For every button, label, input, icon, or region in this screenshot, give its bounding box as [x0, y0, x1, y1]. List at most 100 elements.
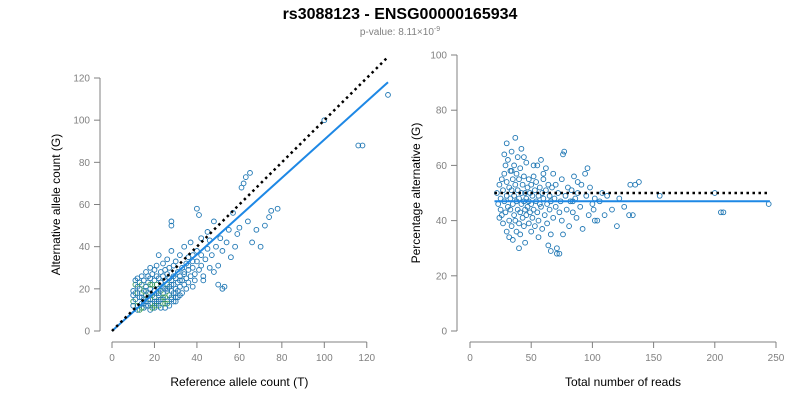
left-data-point — [153, 300, 160, 307]
left-data-point — [168, 218, 175, 225]
right-data-point — [571, 173, 577, 180]
left-data-point — [183, 285, 190, 292]
right-x-axis-label: Total number of reads — [565, 375, 681, 389]
left-data-point — [143, 288, 149, 294]
left-data-point — [274, 205, 281, 212]
left-data-point — [160, 294, 166, 301]
right-data-point — [594, 217, 601, 224]
left-data-point — [204, 245, 211, 252]
right-data-point — [513, 228, 520, 235]
right-y-tick-label: 40 — [436, 216, 448, 227]
chart-subtitle: p-value: 8.11×10-9 — [360, 26, 440, 38]
right-data-point — [502, 209, 509, 216]
right-data-point — [516, 220, 522, 227]
right-data-point — [502, 162, 509, 169]
right-data-point — [509, 176, 516, 183]
right-data-point — [582, 170, 588, 177]
left-data-point — [168, 281, 175, 288]
right-y-tick-label: 100 — [430, 51, 447, 62]
right-x-tick-label: 0 — [467, 353, 473, 364]
left-data-point — [153, 262, 160, 269]
right-data-point — [532, 187, 538, 194]
left-y-tick-label: 40 — [79, 242, 91, 253]
right-data-point — [509, 237, 516, 243]
right-data-point — [560, 231, 566, 238]
left-x-axis-label: Reference allele count (T) — [170, 375, 308, 389]
right-data-point — [614, 223, 620, 229]
right-data-point — [497, 206, 504, 213]
left-data-point — [249, 239, 255, 246]
left-x-tick-label: 20 — [149, 353, 161, 364]
right-data-point — [533, 179, 539, 185]
right-y-axis-label: Percentage alternative (G) — [409, 123, 423, 264]
right-data-point — [501, 170, 508, 177]
right-data-point — [506, 217, 513, 224]
left-data-point — [230, 210, 236, 216]
left-data-point — [191, 271, 198, 277]
left-data-point — [355, 142, 362, 149]
left-data-point — [194, 258, 200, 265]
right-x-tick-label: 250 — [768, 353, 785, 364]
left-data-point — [157, 304, 164, 311]
left-data-point — [170, 298, 177, 305]
right-data-point — [500, 220, 506, 227]
left-data-point — [130, 302, 137, 309]
right-data-point — [525, 176, 532, 183]
right-data-point — [545, 242, 552, 249]
right-y-tick-label: 60 — [436, 161, 448, 172]
left-data-point — [211, 269, 217, 275]
right-data-point — [629, 212, 636, 218]
pvalue-text: p-value: 8.11×10 — [360, 27, 434, 38]
left-data-point — [245, 218, 251, 225]
right-data-point — [549, 184, 555, 191]
left-data-point — [242, 174, 249, 180]
right-data-point — [551, 195, 558, 202]
left-data-point — [234, 231, 241, 237]
right-data-point — [587, 184, 593, 191]
right-data-point — [540, 170, 547, 177]
right-y-tick-label: 20 — [436, 271, 448, 282]
right-data-point — [584, 165, 591, 172]
right-data-point — [512, 134, 519, 141]
left-data-point — [168, 222, 175, 229]
right-data-point — [532, 223, 538, 229]
left-y-tick-label: 60 — [79, 200, 91, 211]
left-data-point — [155, 290, 162, 296]
left-data-point — [247, 170, 253, 176]
right-data-point — [524, 184, 531, 191]
left-y-tick-label: 0 — [84, 327, 90, 338]
left-data-point — [208, 252, 215, 258]
left-data-point — [191, 277, 198, 284]
right-data-point — [577, 203, 584, 210]
right-data-point — [530, 162, 537, 169]
right-data-point — [534, 209, 541, 216]
right-data-point — [547, 231, 554, 238]
right-data-point — [566, 223, 572, 229]
left-data-point — [321, 117, 328, 124]
left-data-point — [174, 294, 181, 301]
right-data-point — [535, 217, 542, 224]
right-data-point — [546, 206, 553, 213]
left-data-point — [262, 222, 268, 229]
left-data-point — [200, 273, 207, 280]
right-data-point — [500, 187, 506, 194]
right-data-point — [556, 209, 563, 216]
left-data-point — [189, 283, 196, 290]
right-data-point — [552, 181, 559, 188]
right-data-point — [514, 187, 521, 194]
left-x-tick-label: 60 — [234, 353, 246, 364]
right-x-tick-label: 150 — [645, 353, 662, 364]
left-data-point — [177, 252, 183, 258]
right-data-point — [501, 151, 508, 158]
right-data-point — [545, 181, 552, 188]
right-data-point — [632, 181, 639, 188]
right-data-point — [591, 217, 598, 224]
right-data-point — [554, 245, 560, 252]
left-x-tick-label: 80 — [276, 353, 288, 364]
left-reference-line — [111, 56, 389, 332]
left-data-point — [132, 290, 139, 296]
left-data-point — [196, 212, 202, 218]
left-data-point — [177, 277, 183, 284]
